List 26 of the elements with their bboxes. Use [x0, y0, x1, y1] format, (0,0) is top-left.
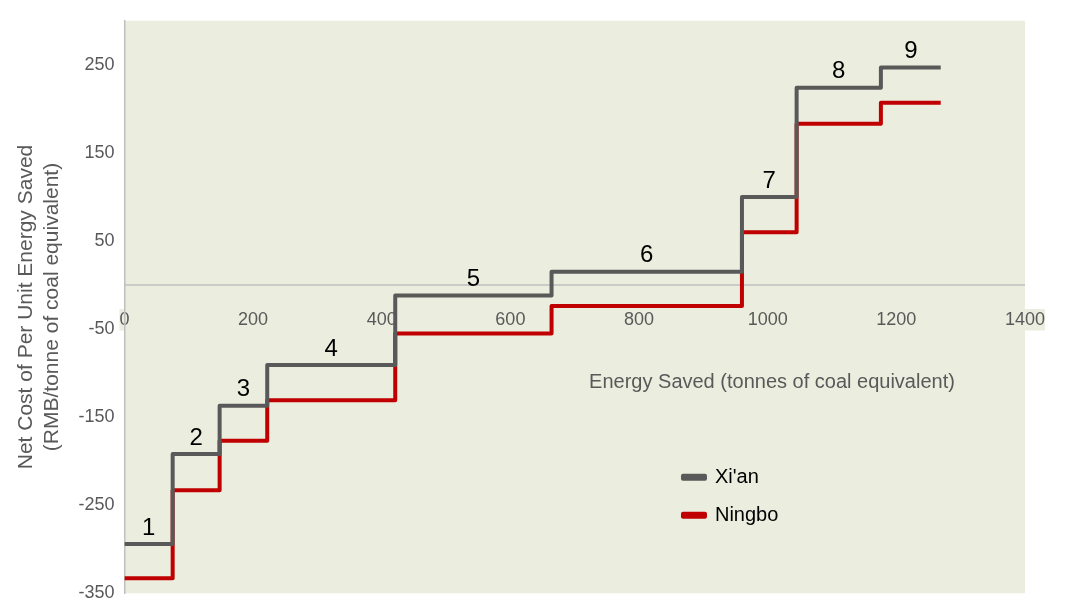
annotation: 2 [189, 422, 203, 450]
y-tick-label: 150 [84, 141, 115, 162]
x-tick-label: 800 [624, 308, 655, 329]
y-tick-label: 50 [94, 229, 115, 250]
legend-label: Xi'an [714, 464, 759, 487]
legend-label: Ningbo [714, 502, 779, 525]
annotation: 1 [141, 512, 156, 540]
y-tick-label: -50 [88, 317, 115, 338]
annotation: 4 [324, 333, 338, 361]
annotation: 7 [762, 165, 776, 193]
x-tick-label: 600 [495, 308, 526, 329]
y-tick-label: -150 [78, 406, 115, 427]
annotation: 3 [236, 374, 251, 402]
y-tick-label: -250 [78, 494, 115, 515]
x-tick-label: 1400 [1004, 308, 1045, 329]
y-axis-title: Net Cost of Per Unit Energy Saved (RMB/tonne of coal equivalent) [13, 144, 62, 470]
x-axis-title: Energy Saved (tonnes of coal equivalent) [589, 369, 955, 392]
x-tick-label: 200 [238, 308, 269, 329]
annotation: 8 [832, 56, 846, 84]
annotation: 6 [640, 240, 654, 268]
x-tick-label: 1000 [747, 308, 788, 329]
y-tick-label: -350 [78, 582, 115, 603]
annotation: 5 [466, 264, 481, 292]
y-tick-label: 250 [84, 53, 115, 74]
annotation: 9 [904, 36, 918, 64]
x-tick-label: 1200 [876, 308, 917, 329]
